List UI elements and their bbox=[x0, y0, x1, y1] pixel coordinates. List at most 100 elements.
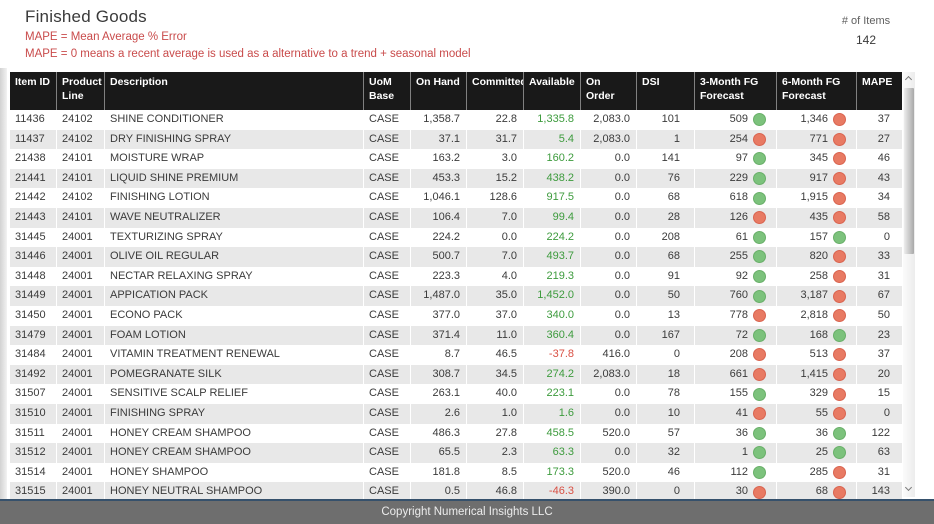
column-header-product-line[interactable]: Product Line bbox=[57, 72, 105, 110]
cell-uom-base: CASE bbox=[364, 443, 411, 463]
cell-dsi: 208 bbox=[637, 227, 695, 248]
cell-on-order: 0.0 bbox=[581, 266, 637, 287]
table-row[interactable]: 31446 24001 OLIVE OIL REGULAR CASE 500.7 7.0 4… bbox=[10, 247, 902, 267]
scroll-down-icon[interactable] bbox=[903, 483, 915, 497]
status-good-icon bbox=[753, 289, 766, 303]
status-bad-icon bbox=[753, 309, 766, 323]
cell-dsi: 101 bbox=[637, 110, 695, 130]
table-row[interactable]: 31450 24001 ECONO PACK CASE 377.0 37.0 340.0 0.… bbox=[10, 305, 902, 326]
cell-committed: 34.5 bbox=[467, 364, 524, 385]
cell-description: MOISTURE WRAP bbox=[105, 149, 364, 169]
cell-dsi: 13 bbox=[637, 305, 695, 326]
table-row[interactable]: 31448 24001 NECTAR RELAXING SPRAY CASE 223.3… bbox=[10, 266, 902, 287]
column-header-dsi[interactable]: DSI bbox=[637, 72, 695, 110]
cell-committed: 0.0 bbox=[467, 227, 524, 248]
cell-on-hand: 65.5 bbox=[411, 443, 467, 463]
cell-fg3-forecast: 36 bbox=[695, 423, 777, 444]
table-row[interactable]: 31515 24001 HONEY NEUTRAL SHAMPOO CASE 0.5 46… bbox=[10, 482, 902, 499]
cell-dsi: 28 bbox=[637, 207, 695, 228]
cell-fg3-forecast: 509 bbox=[695, 110, 777, 130]
column-header-committed[interactable]: Committed bbox=[467, 72, 524, 110]
column-header-mape[interactable]: MAPE bbox=[862, 76, 893, 88]
cell-on-order: 2,083.0 bbox=[581, 110, 637, 130]
status-bad-icon bbox=[833, 348, 846, 362]
cell-on-hand: 1,487.0 bbox=[411, 286, 467, 306]
cell-description: LIQUID SHINE PREMIUM bbox=[105, 168, 364, 189]
cell-item-id: 31507 bbox=[10, 384, 57, 404]
status-bad-icon bbox=[753, 211, 766, 225]
column-header-on-order[interactable]: On Order bbox=[581, 72, 637, 110]
cell-item-id: 31446 bbox=[10, 247, 57, 267]
cell-mape: 63 bbox=[877, 446, 890, 459]
table-row[interactable]: 21443 24101 WAVE NEUTRALIZER CASE 106.4 7.0 99… bbox=[10, 207, 902, 228]
table-row[interactable]: 31449 24001 APPICATION PACK CASE 1,487.0 35.0… bbox=[10, 286, 902, 306]
cell-committed: 7.0 bbox=[467, 247, 524, 267]
table-row[interactable]: 11437 24102 DRY FINISHING SPRAY CASE 37.1 31.… bbox=[10, 129, 902, 150]
status-bad-icon bbox=[833, 465, 846, 479]
table-row[interactable]: 31492 24001 POMEGRANATE SILK CASE 308.7 34.5 2… bbox=[10, 364, 902, 385]
cell-fg3-forecast: 254 bbox=[695, 129, 777, 150]
status-good-icon bbox=[753, 152, 766, 166]
cell-description: HONEY CREAM SHAMPOO bbox=[105, 423, 364, 444]
column-header-item-id[interactable]: Item ID bbox=[10, 72, 57, 110]
column-header-uom[interactable]: UoM Base bbox=[364, 72, 411, 110]
table-row[interactable]: 31479 24001 FOAM LOTION CASE 371.4 11.0 360.4 0… bbox=[10, 325, 902, 346]
status-bad-icon bbox=[833, 250, 846, 264]
table-row[interactable]: 31484 24001 VITAMIN TREATMENT RENEWAL CASE 8… bbox=[10, 345, 902, 365]
table-row[interactable]: 31511 24001 HONEY CREAM SHAMPOO CASE 486.3 27… bbox=[10, 423, 902, 444]
cell-on-order: 416.0 bbox=[581, 345, 637, 365]
cell-item-id: 31450 bbox=[10, 305, 57, 326]
cell-committed: 46.5 bbox=[467, 345, 524, 365]
cell-dsi: 78 bbox=[637, 384, 695, 404]
cell-uom-base: CASE bbox=[364, 305, 411, 326]
table-row[interactable]: 31445 24001 TEXTURIZING SPRAY CASE 224.2 0.0 2… bbox=[10, 227, 902, 248]
finished-goods-table: Item ID Product Line Description UoM Base On… bbox=[10, 72, 902, 499]
table-row[interactable]: 21442 24102 FINISHING LOTION CASE 1,046.1 128… bbox=[10, 188, 902, 208]
cell-product-line: 24001 bbox=[57, 227, 105, 248]
column-header-description[interactable]: Description bbox=[105, 72, 364, 110]
cell-fg6-forecast: 68 bbox=[777, 482, 857, 499]
status-bad-icon bbox=[753, 485, 766, 499]
table-row[interactable]: 21441 24101 LIQUID SHINE PREMIUM CASE 453.3 1… bbox=[10, 168, 902, 189]
cell-committed: 22.8 bbox=[467, 110, 524, 130]
cell-on-hand: 181.8 bbox=[411, 462, 467, 483]
cell-fg3-forecast: 30 bbox=[695, 482, 777, 499]
table-body: 11436 24102 SHINE CONDITIONER CASE 1,358.7 22… bbox=[10, 110, 902, 499]
cell-available: 160.2 bbox=[524, 149, 581, 169]
cell-available: 340.0 bbox=[524, 305, 581, 326]
cell-fg3-forecast: 1 bbox=[695, 443, 777, 463]
cell-description: NECTAR RELAXING SPRAY bbox=[105, 266, 364, 287]
cell-product-line: 24001 bbox=[57, 403, 105, 424]
cell-item-id: 31514 bbox=[10, 462, 57, 483]
cell-fg6-forecast: 917 bbox=[777, 168, 857, 189]
cell-fg6-forecast: 25 bbox=[777, 443, 857, 463]
status-bad-icon bbox=[833, 113, 846, 127]
cell-fg6-forecast: 771 bbox=[777, 129, 857, 150]
cell-mape: 15 bbox=[877, 387, 890, 400]
table-row[interactable]: 31514 24001 HONEY SHAMPOO CASE 181.8 8.5 173.3… bbox=[10, 462, 902, 483]
column-header-fg6[interactable]: 6-Month FG Forecast bbox=[777, 72, 857, 110]
table-row[interactable]: 31510 24001 FINISHING SPRAY CASE 2.6 1.0 1.6 0.… bbox=[10, 403, 902, 424]
cell-dsi: 32 bbox=[637, 443, 695, 463]
cell-on-hand: 37.1 bbox=[411, 129, 467, 150]
status-good-icon bbox=[833, 230, 846, 244]
table-row[interactable]: 21438 24101 MOISTURE WRAP CASE 163.2 3.0 160.2… bbox=[10, 149, 902, 169]
cell-mape: 31 bbox=[877, 465, 890, 478]
scrollbar-thumb[interactable] bbox=[904, 88, 914, 254]
table-row[interactable]: 31512 24001 HONEY CREAM SHAMPOO CASE 65.5 2.3… bbox=[10, 443, 902, 463]
table-row[interactable]: 11436 24102 SHINE CONDITIONER CASE 1,358.7 22… bbox=[10, 110, 902, 130]
cell-fg6-forecast: 329 bbox=[777, 384, 857, 404]
table-scrollbar[interactable] bbox=[903, 72, 915, 497]
cell-on-order: 0.0 bbox=[581, 149, 637, 169]
table-row[interactable]: 31507 24001 SENSITIVE SCALP RELIEF CASE 263.… bbox=[10, 384, 902, 404]
column-header-on-hand[interactable]: On Hand bbox=[411, 72, 467, 110]
cell-product-line: 24001 bbox=[57, 443, 105, 463]
scroll-up-icon[interactable] bbox=[903, 72, 915, 86]
cell-mape: 0 bbox=[883, 230, 890, 243]
column-header-fg3[interactable]: 3-Month FG Forecast bbox=[695, 72, 777, 110]
cell-committed: 46.8 bbox=[467, 482, 524, 499]
column-header-available[interactable]: Available bbox=[524, 72, 581, 110]
cell-on-order: 0.0 bbox=[581, 325, 637, 346]
cell-description: APPICATION PACK bbox=[105, 286, 364, 306]
status-good-icon bbox=[833, 446, 846, 460]
